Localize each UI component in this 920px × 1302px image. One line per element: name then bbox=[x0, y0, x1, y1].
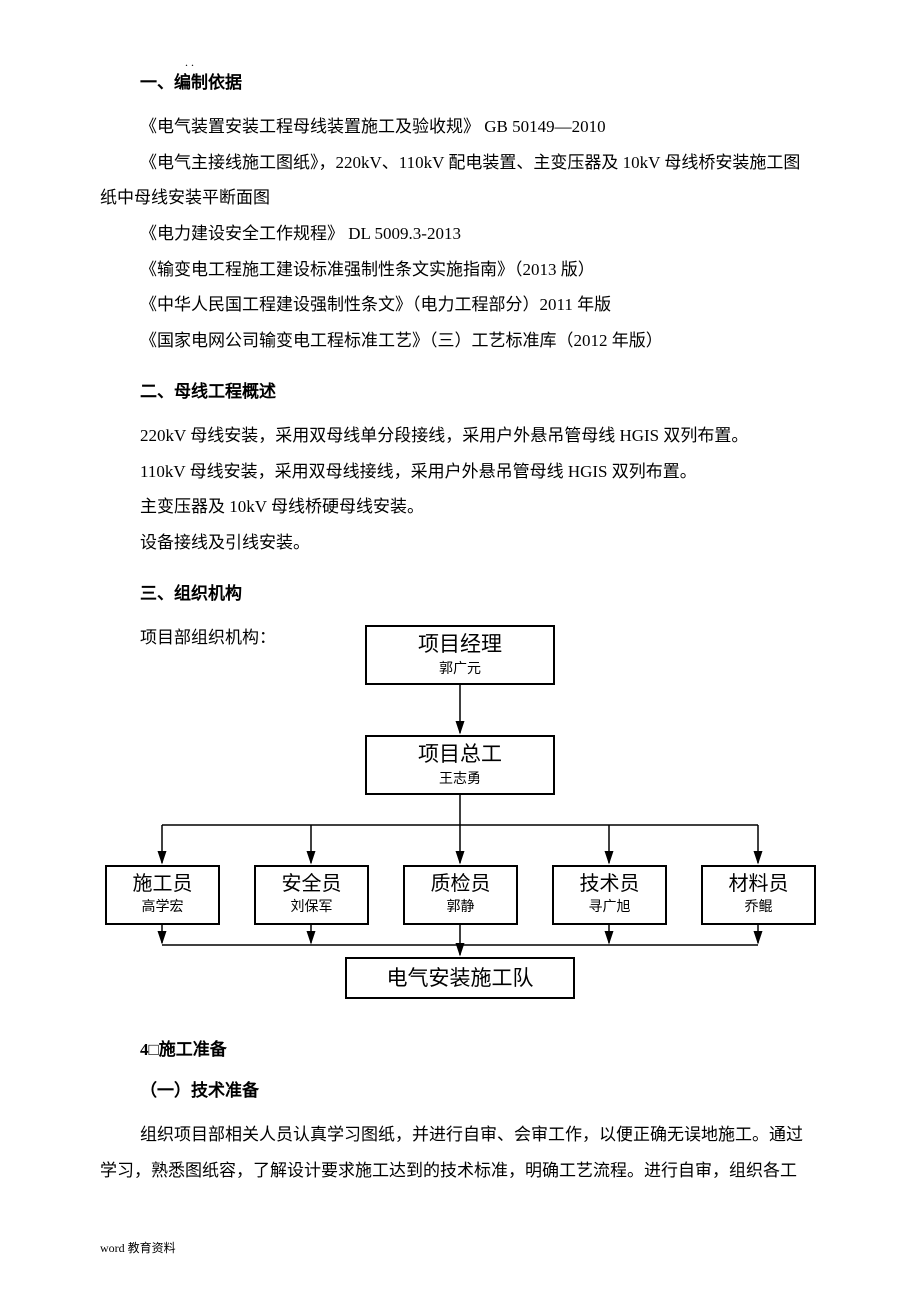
org-box-r5: 材料员 乔鲲 bbox=[701, 865, 816, 925]
chief-name: 王志勇 bbox=[367, 769, 553, 790]
r5-role: 材料员 bbox=[703, 871, 814, 897]
section2-item-0: 220kV 母线安装，采用双母线单分段接线，采用户外悬吊管母线 HGIS 双列布… bbox=[140, 418, 820, 454]
section4-para: 组织项目部相关人员认真学习图纸，并进行自审、会审工作，以便正确无误地施工。通过 bbox=[140, 1117, 820, 1153]
org-box-team: 电气安装施工队 bbox=[345, 957, 575, 999]
org-box-chief: 项目总工 王志勇 bbox=[365, 735, 555, 795]
pm-name: 郭广元 bbox=[367, 659, 553, 680]
r3-role: 质检员 bbox=[405, 871, 516, 897]
org-box-r1: 施工员 高学宏 bbox=[105, 865, 220, 925]
pm-role: 项目经理 bbox=[367, 631, 553, 658]
section2-item-1: 110kV 母线安装，采用双母线接线，采用户外悬吊管母线 HGIS 双列布置。 bbox=[140, 454, 820, 490]
section1-item-5: 《国家电网公司输变电工程标准工艺》（三）工艺标准库（2012 年版） bbox=[140, 323, 820, 359]
section4-heading: 4□施工准备 bbox=[140, 1035, 820, 1060]
org-box-pm: 项目经理 郭广元 bbox=[365, 625, 555, 685]
section2-item-3: 设备接线及引线安装。 bbox=[140, 525, 820, 561]
section1-item-2: 《电力建设安全工作规程》 DL 5009.3-2013 bbox=[140, 216, 820, 252]
org-chart: 项目经理 郭广元 项目总工 王志勇 施工员 高学宏 安全员 刘保军 质检员 郭静… bbox=[100, 625, 820, 1025]
r4-name: 寻广旭 bbox=[554, 897, 665, 918]
section1-item-0: 《电气装置安装工程母线装置施工及验收规》 GB 50149—2010 bbox=[140, 109, 820, 145]
r4-role: 技术员 bbox=[554, 871, 665, 897]
r5-name: 乔鲲 bbox=[703, 897, 814, 918]
team-role: 电气安装施工队 bbox=[347, 965, 573, 992]
r2-name: 刘保军 bbox=[256, 897, 367, 918]
section2-item-2: 主变压器及 10kV 母线桥硬母线安装。 bbox=[140, 489, 820, 525]
section1-item-1: 《电气主接线施工图纸》，220kV、110kV 配电装置、主变压器及 10kV … bbox=[140, 145, 820, 181]
section2-heading: 二、母线工程概述 bbox=[140, 377, 820, 402]
section1-item-3: 《输变电工程施工建设标准强制性条文实施指南》（2013 版） bbox=[140, 252, 820, 288]
section4-para2: 学习，熟悉图纸容，了解设计要求施工达到的技术标准，明确工艺流程。进行自审，组织各… bbox=[100, 1153, 820, 1189]
r1-role: 施工员 bbox=[107, 871, 218, 897]
top-marker: . . bbox=[185, 55, 194, 70]
org-box-r3: 质检员 郭静 bbox=[403, 865, 518, 925]
org-box-r4: 技术员 寻广旭 bbox=[552, 865, 667, 925]
section1-heading: 一、编制依据 bbox=[140, 68, 820, 93]
chief-role: 项目总工 bbox=[367, 741, 553, 768]
r3-name: 郭静 bbox=[405, 897, 516, 918]
org-box-r2: 安全员 刘保军 bbox=[254, 865, 369, 925]
section4-subheading: （一）技术准备 bbox=[140, 1076, 820, 1101]
section1-item-1-cont: 纸中母线安装平断面图 bbox=[100, 180, 820, 216]
page-footer: word 教育资料 bbox=[100, 1239, 820, 1256]
r1-name: 高学宏 bbox=[107, 897, 218, 918]
section1-item-4: 《中华人民国工程建设强制性条文》（电力工程部分）2011 年版 bbox=[140, 287, 820, 323]
section3-heading: 三、组织机构 bbox=[140, 579, 820, 604]
r2-role: 安全员 bbox=[256, 871, 367, 897]
